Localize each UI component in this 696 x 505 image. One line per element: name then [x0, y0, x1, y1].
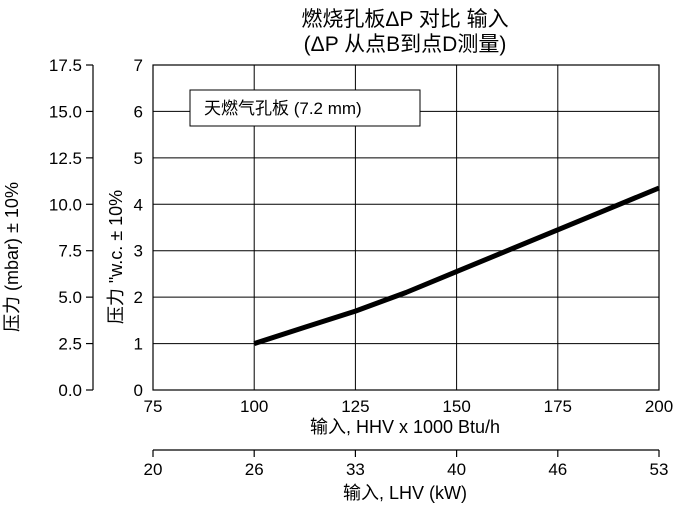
- kw-tick-label: 40: [447, 460, 466, 479]
- y-mbar-tick-label: 15.0: [49, 102, 82, 121]
- y-wc-tick-label: 7: [134, 56, 143, 75]
- x-tick-label: 100: [240, 397, 268, 416]
- legend: 天燃气孔板 (7.2 mm): [190, 90, 420, 126]
- x-tick-label: 150: [442, 397, 470, 416]
- y-mbar-tick-label: 10.0: [49, 195, 82, 214]
- y-wc-tick-label: 4: [134, 195, 143, 214]
- y-mbar-tick-label: 17.5: [49, 56, 82, 75]
- legend-label: 天燃气孔板 (7.2 mm): [204, 99, 362, 118]
- y-mbar-tick-label: 2.5: [58, 335, 82, 354]
- y-wc-tick-label: 0: [134, 381, 143, 400]
- y-axis-label-mbar: 压力 (mbar) ± 10%: [2, 182, 22, 332]
- y-mbar-tick-label: 12.5: [49, 149, 82, 168]
- kw-tick-label: 53: [650, 460, 669, 479]
- y-wc-tick-label: 3: [134, 242, 143, 261]
- kw-tick-label: 26: [245, 460, 264, 479]
- y-wc-tick-label: 2: [134, 288, 143, 307]
- y-wc-tick-label: 6: [134, 102, 143, 121]
- kw-tick-label: 33: [346, 460, 365, 479]
- x-tick-label: 75: [144, 397, 163, 416]
- x-axis-label: 输入, HHV x 1000 Btu/h: [310, 417, 500, 437]
- y-wc-tick-label: 5: [134, 149, 143, 168]
- x-tick-label: 125: [341, 397, 369, 416]
- chart-title-line1: 燃烧孔板ΔP 对比 输入: [301, 8, 508, 31]
- y-mbar-tick-label: 0.0: [58, 381, 82, 400]
- y-mbar-tick-label: 7.5: [58, 242, 82, 261]
- x-tick-label: 200: [645, 397, 673, 416]
- y-axis-label-wc: 压力 "w.c. ± 10%: [106, 190, 126, 324]
- y-mbar-tick-label: 5.0: [58, 288, 82, 307]
- x-axis-label-secondary: 输入, LHV (kW): [343, 483, 467, 503]
- x-tick-label: 175: [544, 397, 572, 416]
- y-wc-tick-label: 1: [134, 335, 143, 354]
- kw-tick-label: 46: [548, 460, 567, 479]
- chart-title-line2: (ΔP 从点B到点D测量): [304, 33, 507, 56]
- kw-tick-label: 20: [144, 460, 163, 479]
